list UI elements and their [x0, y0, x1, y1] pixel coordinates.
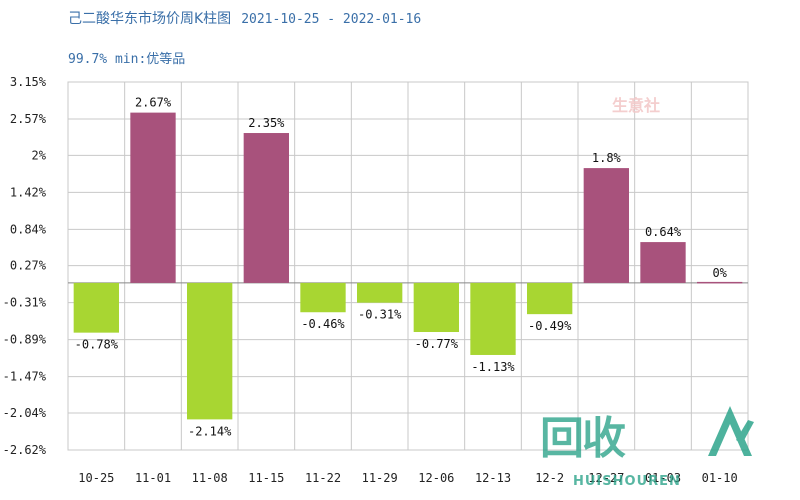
bar	[73, 282, 119, 333]
y-tick-label: -1.47%	[3, 370, 47, 384]
bar	[187, 282, 233, 420]
x-tick-label: 12-13	[475, 471, 511, 485]
y-tick-label: 3.15%	[10, 75, 47, 89]
bar	[640, 242, 686, 283]
x-tick-label: 12-27	[588, 471, 624, 485]
x-tick-label: 01-03	[645, 471, 681, 485]
y-tick-label: 2.57%	[10, 112, 47, 126]
data-label: -0.46%	[301, 317, 345, 331]
bar	[697, 281, 743, 284]
data-label: -2.14%	[188, 424, 232, 438]
y-tick-label: 2%	[32, 148, 47, 162]
bar	[243, 133, 289, 283]
y-tick-label: -0.31%	[3, 296, 47, 310]
x-tick-label: 12-2	[535, 471, 564, 485]
x-tick-label: 11-08	[192, 471, 228, 485]
bar	[357, 282, 403, 303]
chart-subtitle: 99.7% min:优等品	[68, 52, 186, 67]
y-tick-label: -2.62%	[3, 443, 47, 457]
watermark-mark-icon	[708, 406, 754, 456]
bar	[527, 282, 573, 315]
x-tick-label: 11-01	[135, 471, 171, 485]
data-label: -0.78%	[75, 338, 119, 352]
y-tick-label: -0.89%	[3, 333, 47, 347]
y-tick-label: -2.04%	[3, 406, 47, 420]
watermark-logo: 回收	[540, 413, 626, 464]
bar	[413, 282, 459, 333]
data-label: -0.49%	[528, 319, 572, 333]
x-tick-label: 11-29	[362, 471, 398, 485]
data-label: -1.13%	[471, 360, 515, 374]
x-tick-label: 11-22	[305, 471, 341, 485]
data-label: 2.67%	[135, 96, 172, 110]
bar	[300, 282, 346, 313]
y-tick-label: 1.42%	[10, 185, 47, 199]
data-label: 0%	[712, 266, 727, 280]
x-tick-label: 01-10	[702, 471, 738, 485]
chart-title: 己二酸华东市场价周K柱图 2021-10-25 - 2022-01-16	[68, 8, 421, 28]
x-tick-label: 11-15	[248, 471, 284, 485]
data-label: -0.31%	[358, 308, 402, 322]
data-label: -0.77%	[415, 337, 459, 351]
y-tick-label: 0.84%	[10, 222, 47, 236]
bar	[130, 112, 176, 283]
y-tick-label: 0.27%	[10, 259, 47, 273]
data-label: 0.64%	[645, 225, 682, 239]
date-range: 2021-10-25 - 2022-01-16	[241, 12, 422, 27]
data-label: 2.35%	[248, 116, 285, 130]
data-label: 1.8%	[592, 151, 622, 165]
watermark-brand: HUISHOUREN	[573, 474, 681, 489]
x-tick-label: 12-06	[418, 471, 454, 485]
bar	[583, 168, 629, 283]
chart-title-text: 己二酸华东市场价周K柱图	[68, 11, 232, 27]
watermark-top-logo: 生意社	[612, 96, 661, 115]
x-tick-label: 10-25	[78, 471, 114, 485]
bar	[470, 282, 516, 355]
